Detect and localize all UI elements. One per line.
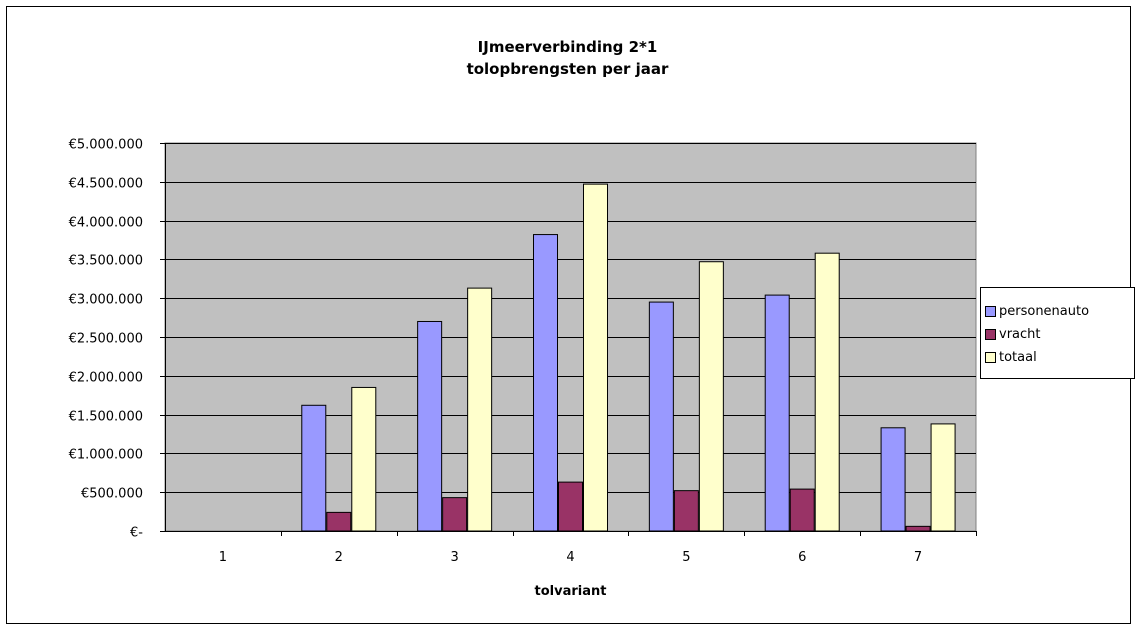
bar-totaal-4 bbox=[583, 183, 608, 532]
chart-subtitle: tolopbrengsten per jaar bbox=[466, 60, 669, 78]
y-tick-label: €500.000 bbox=[81, 487, 143, 502]
y-tick-label: €5.000.000 bbox=[69, 138, 143, 153]
x-tick-label: 5 bbox=[682, 550, 690, 565]
bar-totaal-6 bbox=[814, 252, 840, 532]
bar-personenauto-3 bbox=[417, 320, 443, 532]
legend-swatch-personenauto bbox=[985, 305, 996, 317]
x-tick-label: 1 bbox=[219, 550, 227, 565]
bar-vracht-6 bbox=[789, 488, 815, 532]
y-tick-label: €1.000.000 bbox=[69, 448, 143, 463]
legend: personenauto vracht totaal bbox=[980, 287, 1135, 379]
y-tick-label: €1.500.000 bbox=[69, 410, 143, 425]
legend-swatch-vracht bbox=[985, 328, 996, 340]
x-tick-label: 4 bbox=[566, 550, 574, 565]
bar-totaal-7 bbox=[930, 423, 956, 532]
bar-totaal-5 bbox=[698, 261, 724, 532]
bar-vracht-7 bbox=[905, 525, 931, 532]
bar-personenauto-7 bbox=[880, 427, 906, 532]
legend-swatch-totaal bbox=[985, 351, 996, 363]
y-tick-label: €- bbox=[130, 526, 143, 541]
bar-personenauto-5 bbox=[648, 301, 674, 532]
bar-personenauto-6 bbox=[764, 294, 790, 532]
x-axis-title: tolvariant bbox=[535, 584, 607, 599]
bar-personenauto-4 bbox=[533, 234, 558, 532]
y-tick-label: €2.000.000 bbox=[69, 371, 143, 386]
y-tick-label: €4.500.000 bbox=[69, 177, 143, 192]
bar-vracht-2 bbox=[326, 511, 352, 532]
y-tick-label: €3.500.000 bbox=[69, 254, 143, 269]
y-tick-label: €2.500.000 bbox=[69, 332, 143, 347]
legend-item-vracht: vracht bbox=[985, 324, 1041, 344]
legend-label-vracht: vracht bbox=[999, 326, 1041, 342]
x-tick-label: 7 bbox=[914, 550, 922, 565]
x-tick-label: 2 bbox=[335, 550, 343, 565]
bar-totaal-3 bbox=[467, 287, 493, 532]
x-tick-label: 3 bbox=[451, 550, 459, 565]
bar-vracht-3 bbox=[442, 497, 468, 532]
bar-vracht-4 bbox=[558, 481, 583, 532]
legend-label-personenauto: personenauto bbox=[999, 303, 1090, 319]
y-tick-label: €4.000.000 bbox=[69, 216, 143, 231]
x-tick-label: 6 bbox=[798, 550, 806, 565]
bar-totaal-2 bbox=[351, 386, 377, 532]
bar-personenauto-2 bbox=[301, 404, 327, 532]
legend-item-personenauto: personenauto bbox=[985, 301, 1089, 321]
chart-title: IJmeerverbinding 2*1 bbox=[477, 38, 658, 56]
bar-vracht-5 bbox=[673, 490, 699, 532]
legend-item-totaal: totaal bbox=[985, 347, 1037, 367]
legend-label-totaal: totaal bbox=[999, 349, 1037, 365]
y-tick-label: €3.000.000 bbox=[69, 293, 143, 308]
